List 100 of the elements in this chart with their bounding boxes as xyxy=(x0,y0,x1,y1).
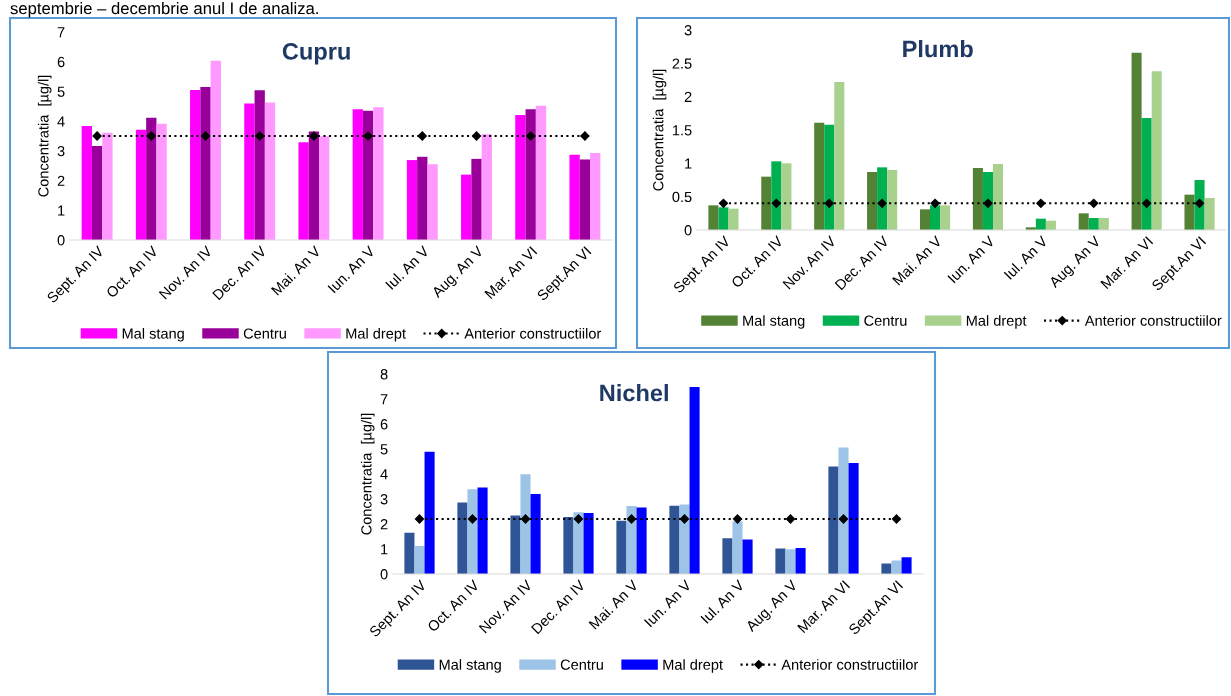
bar xyxy=(530,494,541,574)
bar xyxy=(771,161,782,230)
bar xyxy=(838,447,849,574)
bar xyxy=(319,136,330,240)
bar xyxy=(718,207,729,230)
bar xyxy=(308,131,320,240)
bar xyxy=(877,167,888,230)
legend-label: Anterior constructiilor xyxy=(464,328,602,339)
bar xyxy=(940,205,951,230)
legend-label: Anterior constructiilor xyxy=(1084,315,1222,326)
y-tick-label: 6 xyxy=(380,419,388,430)
bar xyxy=(1098,218,1109,230)
text: septembrie – decembrie anul I de analiza. xyxy=(10,2,318,18)
bar xyxy=(210,60,221,240)
bar xyxy=(626,506,637,574)
bar xyxy=(427,164,438,240)
bar xyxy=(190,89,201,240)
y-tick-label: 2.5 xyxy=(672,58,692,69)
bar xyxy=(848,463,859,574)
y-axis-title: Concentratia [µg/l] xyxy=(37,75,52,197)
y-tick-label: 0 xyxy=(380,569,388,580)
bar xyxy=(477,487,488,574)
x-tick-label: Iun. An V xyxy=(947,235,996,284)
bar xyxy=(930,205,941,230)
bar xyxy=(525,109,536,240)
bar xyxy=(616,520,627,574)
bar xyxy=(781,163,792,230)
bar xyxy=(467,489,478,574)
bar xyxy=(362,110,374,240)
bar xyxy=(404,532,415,574)
legend-label: Mal stang xyxy=(743,315,805,329)
bar xyxy=(636,507,647,574)
y-tick-label: 1 xyxy=(58,205,65,216)
bar xyxy=(679,504,690,574)
bar xyxy=(1151,71,1162,230)
y-tick-label: 7 xyxy=(57,27,65,38)
bar xyxy=(891,560,902,574)
bar xyxy=(1078,213,1089,230)
y-axis-title: Concentratia [µg/l] xyxy=(652,69,667,191)
y-tick-label: 4 xyxy=(57,116,65,127)
bar xyxy=(982,172,993,230)
bar xyxy=(814,122,825,230)
bar xyxy=(583,513,594,574)
bar xyxy=(775,548,786,574)
legend-label: Centru xyxy=(243,328,286,339)
bar xyxy=(824,124,835,230)
bar xyxy=(156,123,167,240)
bar xyxy=(264,102,276,240)
legend-label: Anterior constructiilor xyxy=(781,659,919,670)
bar xyxy=(834,82,845,230)
bar xyxy=(569,154,580,240)
bar xyxy=(919,209,931,230)
y-tick-label: 1.5 xyxy=(672,125,692,136)
legend-label: Centru xyxy=(560,659,603,670)
legend-label: Mal stang xyxy=(439,659,501,673)
bar xyxy=(414,546,425,574)
y-tick-label: 2 xyxy=(684,91,692,102)
bar xyxy=(708,205,719,230)
bar xyxy=(867,172,878,230)
bar xyxy=(728,208,739,230)
y-tick-label: 2 xyxy=(380,519,388,530)
y-tick-label: 0 xyxy=(57,235,65,246)
bar xyxy=(298,142,309,240)
bar xyxy=(972,168,983,230)
bar xyxy=(1088,218,1099,230)
y-axis-title: Concentratia [µg/l] xyxy=(360,413,375,535)
bar xyxy=(471,158,482,240)
bar xyxy=(761,176,772,230)
y-tick-label: 5 xyxy=(380,444,388,455)
bar xyxy=(1141,118,1152,230)
bar xyxy=(352,109,363,240)
legend-label: Mal drept xyxy=(966,315,1027,329)
y-tick-label: 1 xyxy=(381,544,388,555)
bar xyxy=(254,90,265,240)
x-tick-label: Iul. An V xyxy=(1003,234,1049,280)
bar xyxy=(200,86,211,240)
bar xyxy=(81,125,92,240)
x-tick-label: Dec. An IV xyxy=(834,235,890,291)
bar xyxy=(424,451,435,574)
bar xyxy=(135,129,147,240)
bar xyxy=(785,549,796,574)
bar xyxy=(510,515,521,574)
bar xyxy=(102,132,113,240)
x-tick-label: Mai. An V xyxy=(588,578,640,630)
bar xyxy=(563,517,574,574)
bar xyxy=(590,152,601,240)
bar xyxy=(669,505,680,574)
bar xyxy=(406,160,418,240)
bar xyxy=(579,159,591,240)
y-tick-label: 2 xyxy=(57,175,65,186)
bar xyxy=(244,103,255,240)
bar xyxy=(828,466,839,574)
x-tick-label: Mai. An V xyxy=(891,234,943,286)
x-tick-label: Oct. An IV xyxy=(105,245,159,299)
bar xyxy=(91,146,103,240)
x-tick-label: Iul. An V xyxy=(384,244,430,290)
x-tick-label: Iun. An V xyxy=(643,579,693,628)
bar xyxy=(461,174,472,240)
bar xyxy=(1194,180,1205,230)
chart-title: Plumb xyxy=(903,40,973,58)
